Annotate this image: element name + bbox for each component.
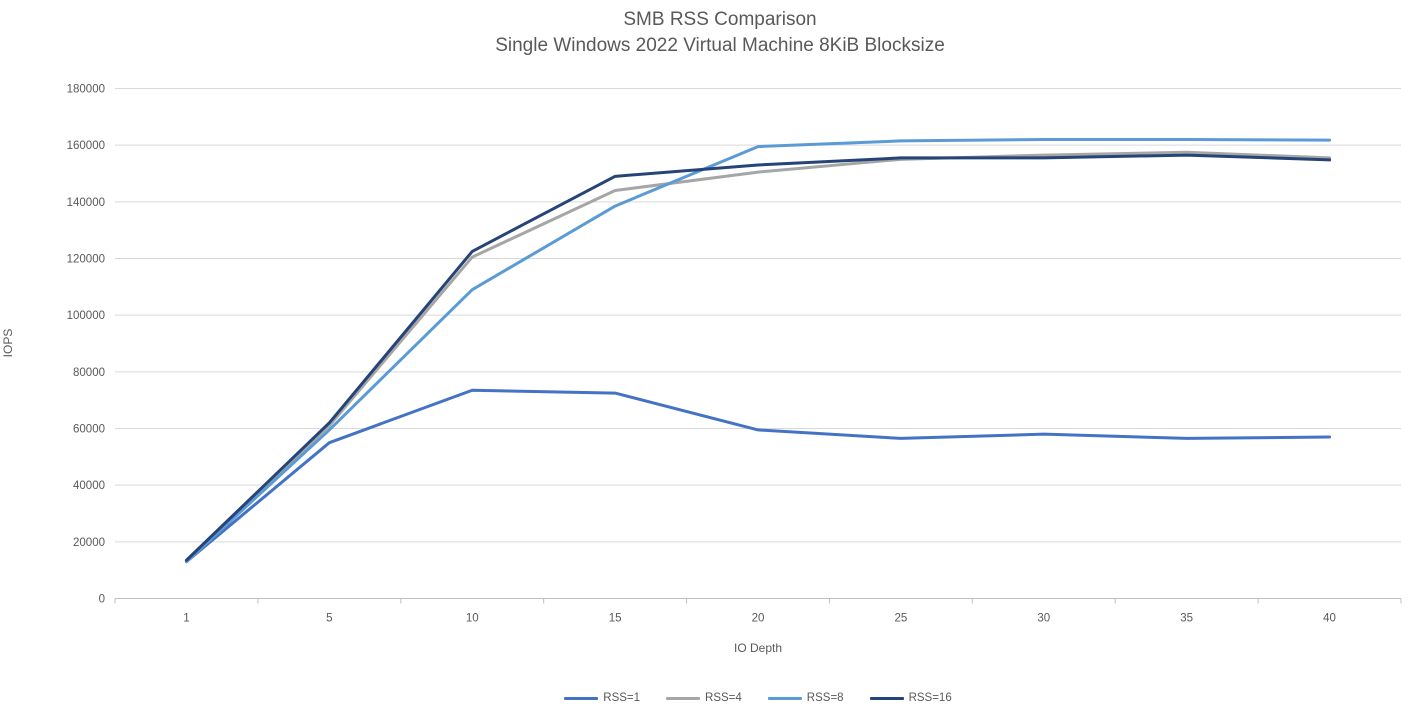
y-axis-title: IOPS: [1, 328, 15, 358]
x-tick-label: 35: [1180, 613, 1193, 625]
y-tick-label: 60000: [73, 424, 105, 436]
x-tick-label: 40: [1323, 613, 1336, 625]
legend: RSS=1 RSS=4 RSS=8 RSS=16: [115, 692, 1401, 704]
legend-line-swatch: [666, 696, 701, 700]
legend-line-swatch: [564, 696, 599, 700]
series-line-rss-1: [184, 388, 1332, 564]
legend-line-swatch: [767, 696, 802, 700]
legend-line-swatch: [869, 696, 904, 700]
x-tick-label: 10: [466, 613, 479, 625]
y-tick-label: 80000: [73, 367, 105, 379]
chart-title: SMB RSS Comparison: [623, 9, 817, 30]
y-tick-label: 140000: [67, 197, 105, 209]
series-line-rss-4: [184, 150, 1332, 563]
y-tick-label: 0: [99, 594, 105, 606]
x-tick-label: 25: [894, 613, 907, 625]
x-tick-label: 1: [183, 613, 189, 625]
series-line-rss-8: [184, 138, 1332, 564]
y-tick-label: 180000: [67, 84, 105, 96]
y-tick-label: 120000: [67, 254, 105, 266]
y-tick-label: 40000: [73, 480, 105, 492]
legend-item-rss-4: RSS=4: [666, 692, 742, 704]
legend-item-rss-16: RSS=16: [869, 692, 952, 704]
y-tick-label: 20000: [73, 537, 105, 549]
x-axis-title: IO Depth: [733, 641, 783, 655]
x-tick-label: 15: [609, 613, 622, 625]
legend-item-rss-8: RSS=8: [767, 692, 844, 704]
chart-subtitle: Single Windows 2022 Virtual Machine 8KiB…: [495, 35, 945, 56]
legend-label: RSS=1: [603, 692, 641, 704]
x-tick-label: 30: [1037, 613, 1050, 625]
legend-item-rss-1: RSS=1: [564, 692, 640, 704]
x-tick-label: 20: [752, 613, 765, 625]
series-line-rss-16: [184, 153, 1332, 562]
legend-label: RSS=8: [806, 692, 844, 704]
y-tick-label: 100000: [67, 310, 105, 322]
legend-label: RSS=16: [908, 692, 952, 704]
legend-label: RSS=4: [705, 692, 742, 704]
x-tick-label: 5: [326, 613, 332, 625]
y-tick-label: 160000: [67, 140, 105, 152]
